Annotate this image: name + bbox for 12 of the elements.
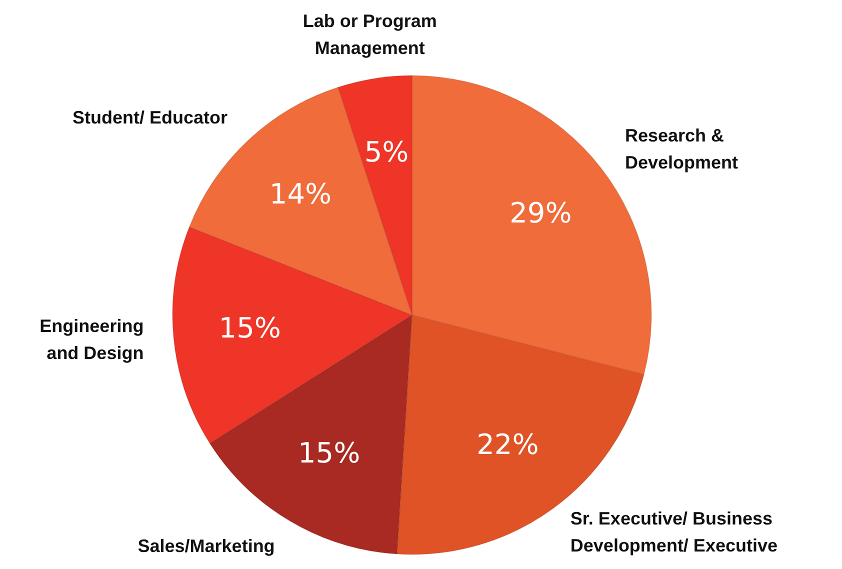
data-label: 22% bbox=[476, 428, 539, 462]
data-label: 5% bbox=[364, 135, 409, 168]
slice-label: Sr. Executive/ Business Development/ Executive bbox=[570, 508, 778, 556]
slice-label: Sales/Marketing bbox=[138, 536, 275, 556]
data-label: 15% bbox=[218, 312, 281, 345]
slice-label: Student/ Educator bbox=[72, 108, 228, 128]
data-label: 14% bbox=[269, 178, 332, 211]
data-label: 29% bbox=[510, 196, 572, 230]
slice-label: Research & Development bbox=[624, 125, 738, 172]
data-label: 15% bbox=[298, 436, 360, 470]
slice-label: Engineering and Design bbox=[40, 316, 144, 363]
slice-label: Lab or Program Management bbox=[302, 10, 437, 58]
